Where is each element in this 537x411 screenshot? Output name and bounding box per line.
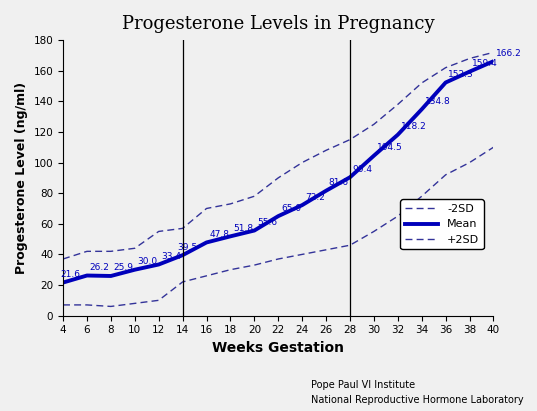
Text: 65.0: 65.0 xyxy=(281,203,301,212)
Text: 104.5: 104.5 xyxy=(376,143,402,152)
Text: 90.4: 90.4 xyxy=(353,165,373,174)
Text: 33.4: 33.4 xyxy=(162,252,182,261)
Text: 51.8: 51.8 xyxy=(233,224,253,233)
Text: Pope Paul VI Institute: Pope Paul VI Institute xyxy=(311,381,416,390)
Text: 81.6: 81.6 xyxy=(329,178,349,187)
Text: 47.8: 47.8 xyxy=(209,230,229,239)
Text: 166.2: 166.2 xyxy=(496,48,522,58)
Text: 134.8: 134.8 xyxy=(425,97,450,106)
Text: 118.2: 118.2 xyxy=(401,122,426,131)
Y-axis label: Progesterone Level (ng/ml): Progesterone Level (ng/ml) xyxy=(15,82,28,274)
Text: 159.4: 159.4 xyxy=(473,59,498,68)
Text: 152.3: 152.3 xyxy=(448,70,474,79)
Text: 25.9: 25.9 xyxy=(114,263,134,272)
Text: 55.6: 55.6 xyxy=(257,218,277,227)
Text: 30.0: 30.0 xyxy=(137,257,158,266)
Text: 21.6: 21.6 xyxy=(60,270,80,279)
Text: 26.2: 26.2 xyxy=(90,263,110,272)
Text: National Reproductive Hormone Laboratory: National Reproductive Hormone Laboratory xyxy=(311,395,524,405)
Title: Progesterone Levels in Pregnancy: Progesterone Levels in Pregnancy xyxy=(122,15,434,33)
Text: 72.2: 72.2 xyxy=(305,193,325,201)
Text: 39.5: 39.5 xyxy=(177,242,197,252)
Legend: -2SD, Mean, +2SD: -2SD, Mean, +2SD xyxy=(401,199,484,249)
X-axis label: Weeks Gestation: Weeks Gestation xyxy=(212,341,344,355)
